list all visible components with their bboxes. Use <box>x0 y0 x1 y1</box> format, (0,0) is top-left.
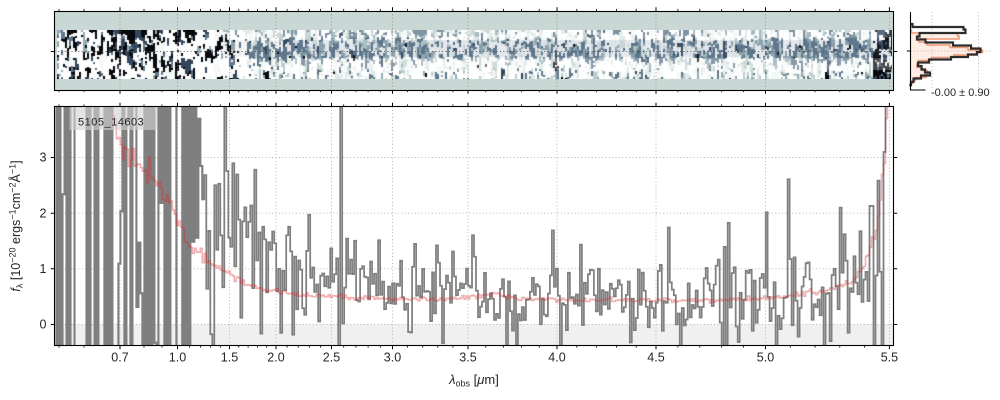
svg-text:λobs [μm]: λobs [μm] <box>448 372 499 389</box>
svg-text:2.5: 2.5 <box>323 351 340 365</box>
svg-text:3.5: 3.5 <box>459 351 476 365</box>
svg-text:0.7: 0.7 <box>111 351 128 365</box>
svg-text:1: 1 <box>40 262 47 276</box>
svg-text:3.0: 3.0 <box>384 351 401 365</box>
svg-text:2: 2 <box>40 206 47 220</box>
svg-text:2.0: 2.0 <box>267 351 284 365</box>
svg-text:1.5: 1.5 <box>221 351 238 365</box>
svg-text:5.5: 5.5 <box>881 351 898 365</box>
svg-text:1.0: 1.0 <box>169 351 186 365</box>
svg-text:-0.00 ± 0.90: -0.00 ± 0.90 <box>931 87 990 99</box>
svg-text:4.0: 4.0 <box>548 351 565 365</box>
svg-text:5105_14603: 5105_14603 <box>78 117 144 129</box>
svg-text:4.5: 4.5 <box>647 351 664 365</box>
svg-text:3: 3 <box>40 151 47 165</box>
svg-text:fλ [10−20 ergs−1cm−2Å−1]: fλ [10−20 ergs−1cm−2Å−1] <box>8 160 25 291</box>
svg-text:5.0: 5.0 <box>757 351 774 365</box>
svg-text:0: 0 <box>40 318 47 332</box>
